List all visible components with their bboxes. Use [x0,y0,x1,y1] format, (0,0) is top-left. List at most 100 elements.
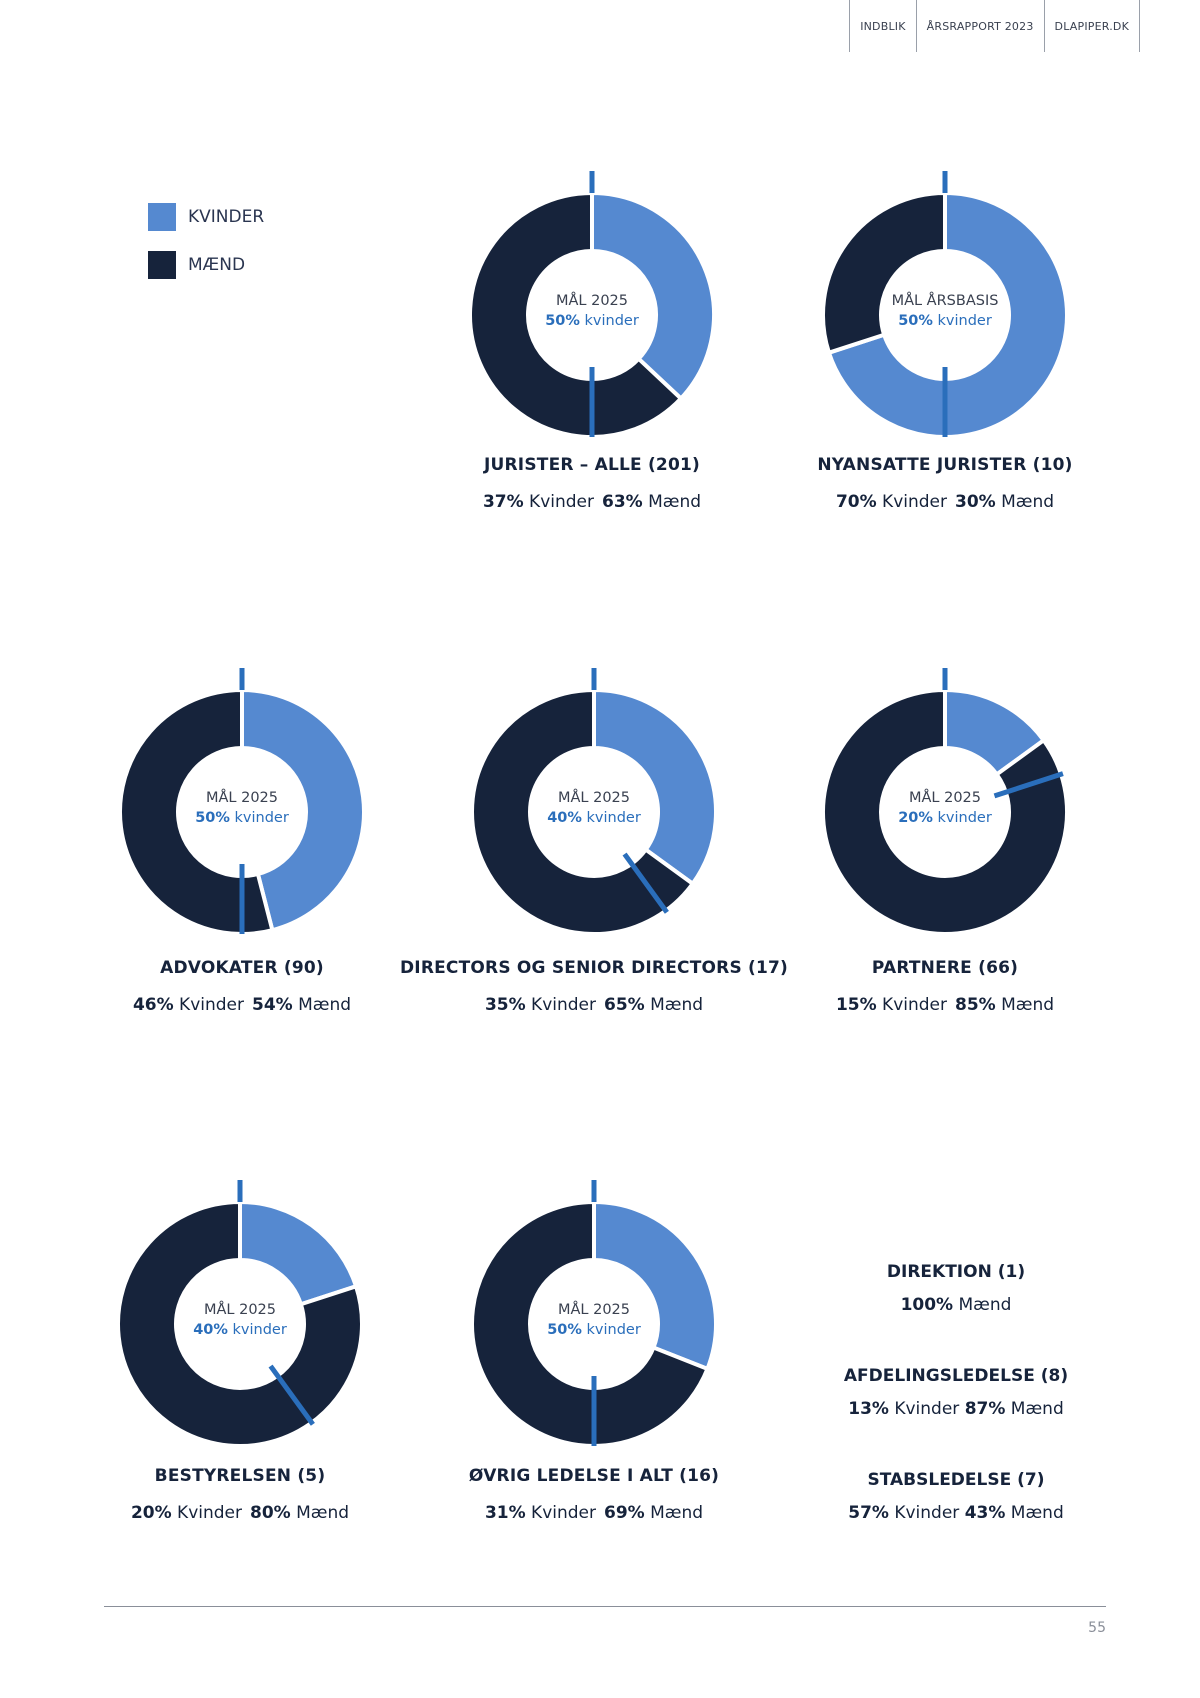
chart-stats: 37% Kvinder 63% Mænd [382,492,802,512]
legend-swatch-men [148,251,176,279]
slice-maend [118,687,275,936]
donut-chart-2: MÅL ÅRSBASIS 50% kvinder [821,171,1069,439]
donut-chart-7: MÅL 2025 50% kvinder [470,1180,718,1448]
chart-stats: 31% Kvinder 69% Mænd [384,1503,804,1523]
stat-percentage: 85% [955,995,996,1015]
stat-label: Mænd [290,1503,350,1523]
stat-title: DIREKTION (1) [886,1262,1026,1282]
slice-kvinder [240,687,366,933]
donut-chart-6: MÅL 2025 40% kvinder [116,1180,364,1448]
stat-values: 100% Mænd [900,1295,1012,1315]
stat-percentage: 46% [132,995,174,1015]
chart-caption-2: NYANSATTE JURISTER (10) 70% Kvinder 30% Mæ… [735,455,1155,512]
center-goal-label: MÅL 2025 [556,292,628,309]
center-target-label: 50% kvinder [547,1322,641,1338]
donut-chart-5: MÅL 2025 20% kvinder [821,668,1069,936]
chart-title: ADVOKATER (90) [160,958,324,978]
legend-item-men: MÆND [148,250,264,280]
center-target-label: 40% kvinder [547,810,641,826]
stat-values: 57% Kvinder 43% Mænd [848,1503,1064,1523]
stat-label: Mænd [995,492,1055,512]
chart-title: NYANSATTE JURISTER (10) [817,455,1073,475]
chart-title: BESTYRELSEN (5) [154,1466,326,1486]
legend-swatch-women [148,203,176,231]
slice-kvinder [592,1199,718,1372]
chart-caption-5: PARTNERE (66) 15% Kvinder 85% Mænd [735,958,1155,1015]
stat-label: Kvinder [523,492,594,512]
slice-kvinder [592,687,718,887]
donut-chart-1: MÅL 2025 50% kvinder [468,171,716,439]
stat-label: Mænd [644,1503,704,1523]
nav-item-aarsrapport[interactable]: ÅRSRAPPORT 2023 [915,0,1044,52]
chart-caption-3: ADVOKATER (90) 46% Kvinder 54% Mænd [32,958,452,1015]
slice-kvinder [826,190,1069,439]
slice-kvinder [238,1199,359,1307]
stat-values: 13% Kvinder 87% Mænd [848,1399,1064,1419]
target-marker [993,771,1064,799]
chart-title: DIRECTORS OG SENIOR DIRECTORS (17) [399,958,789,978]
chart-caption-7: ØVRIG LEDELSE I ALT (16) 31% Kvinder 69% M… [384,1466,804,1523]
chart-stats: 20% Kvinder 80% Mænd [30,1503,450,1523]
legend-label-women: KVINDER [188,207,265,227]
center-goal-label: MÅL ÅRSBASIS [892,292,999,309]
stat-label: Mænd [642,492,702,512]
stat-percentage: 70% [835,492,877,512]
stat-label: Mænd [292,995,352,1015]
stat-percentage: 31% [484,1503,526,1523]
top-navigation: INDBLIK ÅRSRAPPORT 2023 DLAPIPER.DK [849,0,1140,52]
center-goal-label: MÅL 2025 [558,1301,630,1318]
donut-chart-3: MÅL 2025 50% kvinder [118,668,366,936]
stat-label: Kvinder [876,995,947,1015]
legend-item-women: KVINDER [148,202,264,232]
donut-chart-4: MÅL 2025 40% kvinder [470,668,718,936]
chart-stats: 15% Kvinder 85% Mænd [735,995,1155,1015]
slice-maend [116,1199,364,1448]
chart-legend: KVINDER MÆND [148,202,264,298]
center-target-label: 50% kvinder [545,313,639,329]
stat-percentage: 20% [130,1503,172,1523]
slice-maend [468,190,684,439]
center-goal-label: MÅL 2025 [204,1301,276,1318]
stat-label: Kvinder [876,492,947,512]
chart-stats: 70% Kvinder 30% Mænd [735,492,1155,512]
slice-maend [821,190,947,356]
stat-block-direktion: DIREKTION (1) 100% Mænd [806,1262,1106,1315]
stat-label: Kvinder [171,1503,242,1523]
chart-title: JURISTER – ALLE (201) [483,455,700,475]
chart-title: PARTNERE (66) [871,958,1019,978]
center-goal-label: MÅL 2025 [558,789,630,806]
chart-caption-4: DIRECTORS OG SENIOR DIRECTORS (17) 35% Kv… [384,958,804,1015]
footer-divider [104,1606,1106,1607]
legend-label-men: MÆND [188,255,246,275]
center-target-label: 40% kvinder [193,1322,287,1338]
stat-percentage: 69% [604,1503,645,1523]
stat-title: AFDELINGSLEDELSE (8) [843,1366,1069,1386]
chart-caption-1: JURISTER – ALLE (201) 37% Kvinder 63% Mænd [382,455,802,512]
chart-stats: 35% Kvinder 65% Mænd [384,995,804,1015]
chart-stats: 46% Kvinder 54% Mænd [32,995,452,1015]
stat-block-afdelingsledelse: AFDELINGSLEDELSE (8) 13% Kvinder 87% Mæn… [806,1366,1106,1419]
nav-item-indblik[interactable]: INDBLIK [849,0,915,52]
stat-percentage: 80% [250,1503,291,1523]
stat-label: Mænd [644,995,704,1015]
stat-percentage: 63% [602,492,643,512]
chart-caption-6: BESTYRELSEN (5) 20% Kvinder 80% Mænd [30,1466,450,1523]
stat-label: Kvinder [525,995,596,1015]
slice-maend [470,1199,711,1448]
center-goal-label: MÅL 2025 [909,789,981,806]
page-number: 55 [1088,1620,1106,1636]
stat-percentage: 30% [955,492,996,512]
center-target-label: 50% kvinder [898,313,992,329]
stat-percentage: 54% [252,995,293,1015]
stat-block-stabsledelse: STABSLEDELSE (7) 57% Kvinder 43% Mænd [806,1470,1106,1523]
stat-label: Kvinder [173,995,244,1015]
target-marker [622,852,669,914]
stat-label: Kvinder [525,1503,596,1523]
slice-maend [821,687,1069,936]
stat-label: Mænd [995,995,1055,1015]
nav-item-website[interactable]: DLAPIPER.DK [1043,0,1140,52]
stat-title: STABSLEDELSE (7) [867,1470,1045,1490]
stat-percentage: 65% [604,995,645,1015]
center-target-label: 20% kvinder [898,810,992,826]
center-target-label: 50% kvinder [195,810,289,826]
